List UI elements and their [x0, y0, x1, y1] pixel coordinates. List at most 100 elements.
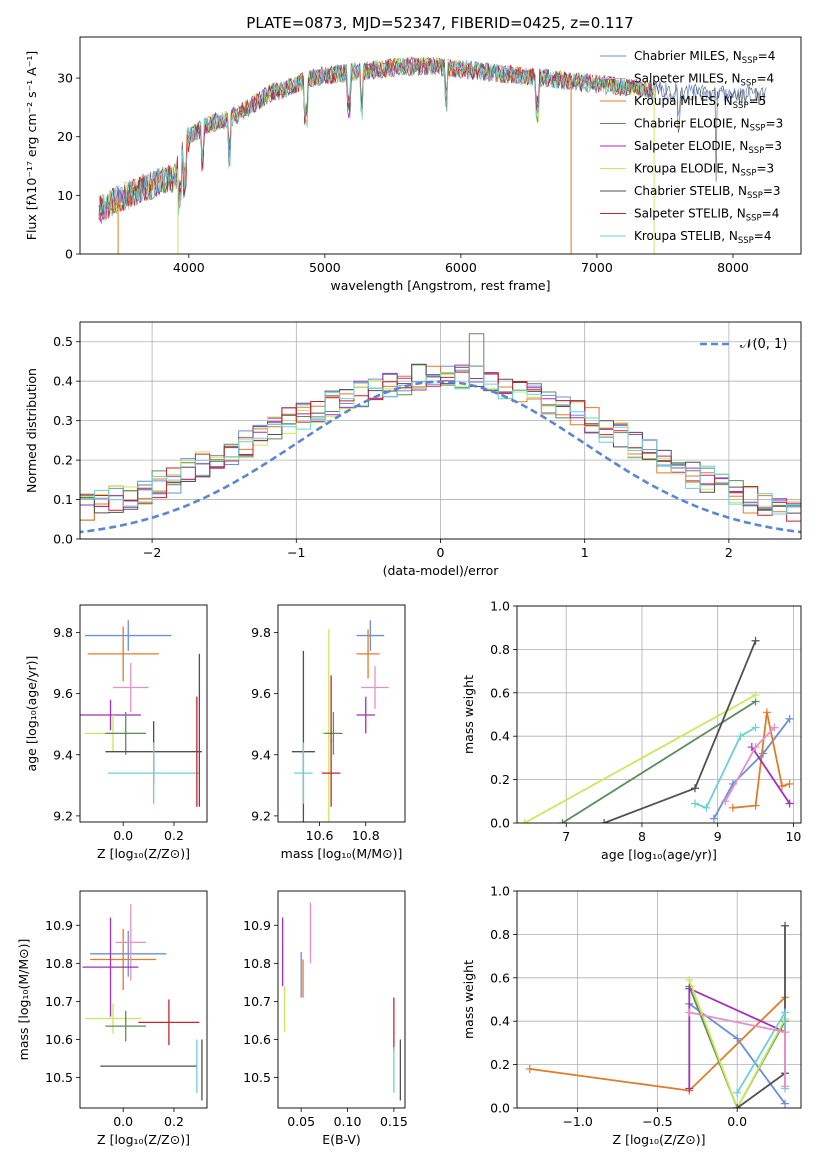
histogram-series: [80, 365, 801, 520]
weight-marker: [685, 1008, 694, 1017]
y-tick-label: 0.2: [490, 1057, 510, 1072]
weight-marker: [736, 732, 745, 741]
legend-suffix: =4: [758, 49, 776, 63]
mass-vs-extinction-panel: 0.05 0.10 0.15 10.5 10.6 10.7 10.8 10.9 E(B-V): [243, 890, 408, 1147]
weight-marker: [781, 921, 790, 930]
y-tick-label: 1.0: [490, 599, 510, 614]
weight-marker: [721, 797, 730, 806]
y-tick-label: 10.6: [243, 1032, 271, 1047]
legend-name: Chabrier MILES, N: [634, 49, 742, 63]
x-axis-label: (data-model)/error: [383, 563, 500, 578]
y-tick-label: 0.0: [53, 532, 73, 547]
x-tick-label: 5000: [309, 260, 341, 275]
weight-marker: [785, 714, 794, 723]
y-tick-label: 9.4: [53, 747, 73, 762]
y-tick-label: 10: [57, 188, 73, 203]
weight-marker: [733, 1088, 742, 1097]
axes-frame: [516, 890, 802, 1109]
legend-label: 𝒩(0, 1): [740, 337, 787, 352]
x-tick-label: 7: [562, 829, 570, 844]
y-tick-label: 0.2: [490, 772, 510, 787]
y-tick-label: 0.4: [490, 729, 510, 744]
weight-marker: [751, 801, 760, 810]
weight-marker: [751, 636, 760, 645]
x-tick-label: 0.2: [164, 828, 184, 843]
x-axis-label: E(B-V): [322, 1132, 361, 1147]
weight-marker: [770, 723, 779, 732]
y-tick-label: 0.6: [490, 970, 510, 985]
weight-marker: [759, 749, 768, 758]
legend-suffix: =5: [749, 94, 767, 108]
y-tick-label: 0.6: [490, 685, 510, 700]
legend-sub: SSP: [733, 101, 749, 111]
x-tick-label: 6000: [445, 260, 477, 275]
axes-frame: [516, 605, 802, 824]
legend-name: Salpeter ELODIE, N: [634, 139, 748, 153]
x-axis-label: wavelength [Angstrom, rest frame]: [330, 278, 550, 293]
y-axis-label: age [log₁₀(age/yr)]: [24, 656, 39, 772]
y-tick-label: 20: [57, 129, 73, 144]
age-vs-metallicity-panel: 0.0 0.2 9.2 9.4 9.6 9.8 Z [log₁₀(Z/Z⊙)] age [lo…: [24, 604, 208, 861]
x-tick-label: 4000: [173, 260, 205, 275]
y-tick-label: 9.8: [53, 625, 73, 640]
spectrum-line: [98, 56, 655, 222]
y-tick-label: 30: [57, 71, 73, 86]
x-tick-label: 7000: [581, 260, 613, 275]
x-axis-label: Z [log₁₀(Z/Z⊙)]: [97, 846, 190, 861]
legend-sub: SSP: [750, 124, 766, 134]
y-tick-label: 0: [65, 247, 73, 262]
weight-marker: [781, 1082, 790, 1091]
x-tick-label: 10: [785, 829, 801, 844]
legend-name: Kroupa STELIB, N: [634, 229, 738, 243]
x-tick-label: 1: [581, 545, 589, 560]
weight-series: [694, 726, 757, 809]
legend-label: Chabrier STELIB, NSSP=3: [634, 184, 781, 201]
weight-marker: [690, 784, 699, 793]
legend-sub: SSP: [738, 236, 754, 246]
legend-suffix: =3: [756, 162, 774, 176]
x-tick-label: 0.10: [334, 1114, 362, 1129]
x-tick-label: 0.0: [727, 1114, 747, 1129]
y-tick-label: 0.1: [53, 492, 73, 507]
weight-marker: [733, 1104, 742, 1108]
weight-marker: [762, 708, 771, 717]
weight-series: [561, 700, 757, 823]
y-tick-label: 9.2: [251, 808, 271, 823]
weight-marker: [751, 690, 760, 699]
y-tick-label: 10.8: [243, 956, 271, 971]
y-tick-label: 0.0: [490, 816, 510, 831]
x-tick-label: 2: [725, 545, 733, 560]
mass-weight-vs-age-panel: 7 8 9 10 0.0 0.2 0.4 0.6 0.8 1.0 age [log₁₀(age/yr…: [461, 599, 802, 862]
y-tick-label: 10.7: [243, 994, 271, 1009]
legend-sub: SSP: [748, 146, 764, 156]
y-tick-label: 9.2: [53, 808, 73, 823]
legend-name: Kroupa MILES, N: [634, 94, 733, 108]
weight-marker: [685, 1084, 694, 1093]
legend-suffix: =4: [754, 229, 772, 243]
spectrum-panel: 4000 5000 6000 7000 8000 0 10 20 30 wavelength [A…: [24, 36, 802, 293]
plot-area: [520, 636, 794, 823]
y-tick-label: 10.7: [45, 994, 73, 1009]
weight-marker: [525, 1064, 534, 1073]
x-tick-label: 0.15: [380, 1114, 408, 1129]
weight-marker: [733, 1034, 742, 1043]
weight-marker: [558, 819, 567, 823]
legend-sub: SSP: [747, 191, 763, 201]
x-tick-label: 0.05: [287, 1114, 315, 1129]
legend-name: Chabrier ELODIE, N: [634, 117, 750, 131]
weight-marker: [728, 803, 737, 812]
x-tick-label: 8000: [717, 260, 749, 275]
legend-suffix: =3: [766, 117, 784, 131]
y-tick-label: 0.2: [53, 453, 73, 468]
x-tick-label: 9: [714, 829, 722, 844]
legend-label: Chabrier MILES, NSSP=4: [634, 49, 775, 66]
weight-series: [524, 694, 757, 823]
y-tick-label: 0.0: [490, 1101, 510, 1116]
x-axis-label: Z [log₁₀(Z/Z⊙)]: [97, 1132, 190, 1147]
legend-label: Salpeter MILES, NSSP=4: [634, 72, 774, 89]
y-axis-label: Flux [fλ10⁻¹⁷ erg cm⁻² s⁻¹ A⁻¹]: [24, 51, 39, 240]
x-tick-label: 0.0: [113, 1114, 133, 1129]
legend-suffix: =4: [762, 207, 780, 221]
y-tick-label: 10.8: [45, 956, 73, 971]
